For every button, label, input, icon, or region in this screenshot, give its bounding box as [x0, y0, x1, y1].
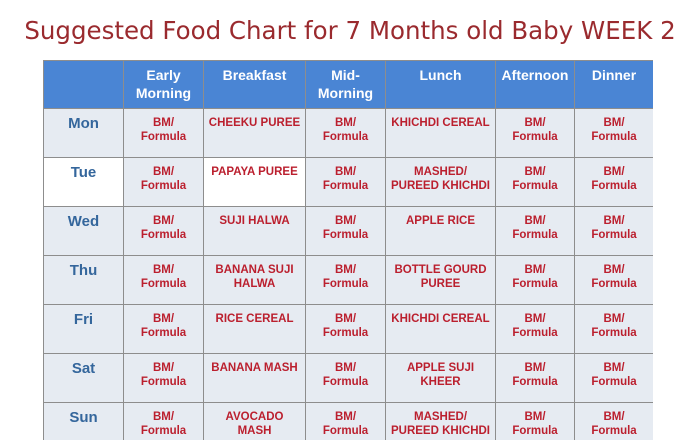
dinner-cell: BM/ Formula: [575, 305, 654, 354]
header-dinner: Dinner: [575, 61, 654, 109]
table-header-row: Early Morning Breakfast Mid- Morning Lun…: [44, 61, 654, 109]
early-morning-cell: BM/ Formula: [124, 158, 204, 207]
header-breakfast: Breakfast: [204, 61, 306, 109]
day-cell: Sat: [44, 354, 124, 403]
lunch-cell: BOTTLE GOURD PUREE: [386, 256, 496, 305]
dinner-cell: BM/ Formula: [575, 207, 654, 256]
table-row: Tue BM/ Formula PAPAYA PUREE BM/ Formula…: [44, 158, 654, 207]
mid-morning-cell: BM/ Formula: [306, 256, 386, 305]
dinner-cell: BM/ Formula: [575, 354, 654, 403]
food-chart-table: Early Morning Breakfast Mid- Morning Lun…: [43, 60, 653, 440]
early-morning-cell: BM/ Formula: [124, 354, 204, 403]
dinner-cell: BM/ Formula: [575, 403, 654, 440]
afternoon-cell: BM/ Formula: [496, 403, 575, 440]
early-morning-cell: BM/ Formula: [124, 109, 204, 158]
day-cell: Sun: [44, 403, 124, 440]
afternoon-cell: BM/ Formula: [496, 207, 575, 256]
afternoon-cell: BM/ Formula: [496, 354, 575, 403]
table-row: Wed BM/ Formula SUJI HALWA BM/ Formula A…: [44, 207, 654, 256]
breakfast-cell: RICE CEREAL: [204, 305, 306, 354]
afternoon-cell: BM/ Formula: [496, 158, 575, 207]
mid-morning-cell: BM/ Formula: [306, 305, 386, 354]
lunch-cell: MASHED/ PUREED KHICHDI: [386, 158, 496, 207]
afternoon-cell: BM/ Formula: [496, 109, 575, 158]
breakfast-cell: AVOCADO MASH: [204, 403, 306, 440]
header-early-morning: Early Morning: [124, 61, 204, 109]
mid-morning-cell: BM/ Formula: [306, 109, 386, 158]
table-row: Sun BM/ Formula AVOCADO MASH BM/ Formula…: [44, 403, 654, 440]
mid-morning-cell: BM/ Formula: [306, 403, 386, 440]
day-cell: Wed: [44, 207, 124, 256]
lunch-cell: KHICHDI CEREAL: [386, 305, 496, 354]
mid-morning-cell: BM/ Formula: [306, 207, 386, 256]
header-lunch: Lunch: [386, 61, 496, 109]
afternoon-cell: BM/ Formula: [496, 305, 575, 354]
early-morning-cell: BM/ Formula: [124, 207, 204, 256]
afternoon-cell: BM/ Formula: [496, 256, 575, 305]
chart-title: Suggested Food Chart for 7 Months old Ba…: [0, 16, 700, 45]
breakfast-cell: PAPAYA PUREE: [204, 158, 306, 207]
early-morning-cell: BM/ Formula: [124, 256, 204, 305]
header-afternoon: Afternoon: [496, 61, 575, 109]
early-morning-cell: BM/ Formula: [124, 305, 204, 354]
breakfast-cell: BANANA SUJI HALWA: [204, 256, 306, 305]
table-row: Fri BM/ Formula RICE CEREAL BM/ Formula …: [44, 305, 654, 354]
lunch-cell: APPLE SUJI KHEER: [386, 354, 496, 403]
mid-morning-cell: BM/ Formula: [306, 354, 386, 403]
day-cell: Thu: [44, 256, 124, 305]
day-cell: Mon: [44, 109, 124, 158]
header-corner-cell: [44, 61, 124, 109]
day-cell: Tue: [44, 158, 124, 207]
mid-morning-cell: BM/ Formula: [306, 158, 386, 207]
day-cell: Fri: [44, 305, 124, 354]
table-row: Sat BM/ Formula BANANA MASH BM/ Formula …: [44, 354, 654, 403]
header-mid-morning: Mid- Morning: [306, 61, 386, 109]
lunch-cell: APPLE RICE: [386, 207, 496, 256]
breakfast-cell: SUJI HALWA: [204, 207, 306, 256]
dinner-cell: BM/ Formula: [575, 256, 654, 305]
lunch-cell: MASHED/ PUREED KHICHDI: [386, 403, 496, 440]
early-morning-cell: BM/ Formula: [124, 403, 204, 440]
dinner-cell: BM/ Formula: [575, 158, 654, 207]
table-row: Thu BM/ Formula BANANA SUJI HALWA BM/ Fo…: [44, 256, 654, 305]
lunch-cell: KHICHDI CEREAL: [386, 109, 496, 158]
table-row: Mon BM/ Formula CHEEKU PUREE BM/ Formula…: [44, 109, 654, 158]
breakfast-cell: BANANA MASH: [204, 354, 306, 403]
food-chart-table-wrapper: Early Morning Breakfast Mid- Morning Lun…: [43, 60, 653, 440]
breakfast-cell: CHEEKU PUREE: [204, 109, 306, 158]
dinner-cell: BM/ Formula: [575, 109, 654, 158]
